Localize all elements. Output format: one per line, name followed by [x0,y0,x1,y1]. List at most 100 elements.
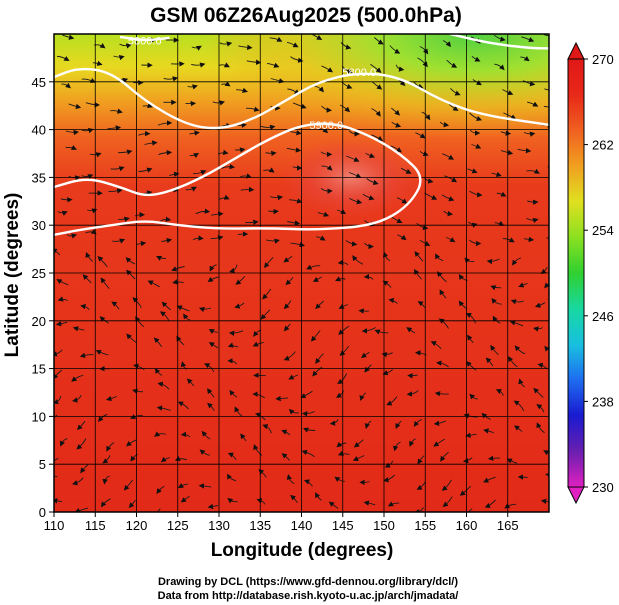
streamline-222 [97,256,108,268]
streamline-231 [337,259,349,266]
streamline-377 [503,112,517,120]
streamline-52 [352,455,365,461]
streamline-121 [71,374,84,382]
streamline-240 [66,233,78,239]
streamline-173 [374,329,389,335]
streamline-217 [490,285,502,291]
streamline-167 [228,330,244,336]
streamline-86 [207,402,215,411]
streamline-26 [198,483,212,489]
streamline-292 [362,193,375,201]
streamline-20 [54,475,58,477]
streamline-341 [81,128,94,134]
streamline-297 [496,191,507,197]
y-tick-label-20: 20 [32,314,46,329]
streamline-268 [268,208,279,215]
streamline-28 [258,469,267,478]
streamline-267 [245,219,259,225]
streamline-115 [434,391,449,397]
streamline-10 [315,492,322,501]
streamline-234 [414,251,424,262]
streamline-373 [391,107,401,116]
streamline-84 [156,405,171,411]
streamline-371 [339,104,351,113]
streamline-324 [158,149,173,156]
streamline-150 [315,353,324,365]
streamline-59 [543,450,549,456]
streamline-60 [59,438,68,447]
x-tick-label-155: 155 [414,518,436,533]
streamline-223 [125,257,136,265]
streamline-321 [89,152,102,158]
streamline-215 [436,271,447,283]
streamline-136 [466,361,477,371]
contour-label-2: 5800.0 [128,36,162,48]
streamline-362 [110,108,123,114]
streamline-312 [366,178,379,185]
streamline-340 [65,129,79,136]
streamline-238 [511,257,522,266]
streamline-196 [458,300,467,310]
streamline-92 [364,420,372,429]
colorbar-ticks: 230 238 246 254 262 270 [584,52,614,495]
streamline-80 [54,414,58,419]
streamline-71 [336,441,347,448]
plot-area: 5800.0 5900.0 5800.0 [54,34,549,512]
streamline-23 [123,479,134,491]
streamline-258 [523,236,535,243]
streamline-57 [487,455,501,461]
streamline-425 [191,45,202,51]
streamline-342 [107,125,122,131]
streamline-330 [320,151,333,158]
streamline-277 [494,220,505,226]
streamline-174 [406,327,416,334]
streamline-203 [126,269,136,280]
streamline-328 [265,150,277,157]
y-tick-label-25: 25 [32,266,46,281]
streamline-420 [62,34,75,40]
streamline-44 [160,456,170,463]
streamline-198 [510,299,524,305]
streamline-8 [256,498,266,505]
colorbar-tick-label-270: 270 [592,52,614,67]
streamline-141 [79,352,94,358]
streamline-226 [209,264,217,272]
streamline-280 [60,197,73,203]
streamline-275 [443,210,454,217]
streamline-118 [518,378,526,388]
streamline-345 [189,130,200,136]
streamline-349 [290,130,302,136]
streamline-410 [321,65,334,73]
streamline-253 [397,234,407,241]
streamline-401 [92,60,103,66]
streamline-37 [483,476,496,483]
streamline-104 [157,381,170,390]
streamline-145 [176,335,185,346]
streamline-225 [171,266,185,272]
streamline-50 [301,449,315,458]
streamline-317 [491,171,502,177]
credit-line-1: Drawing by DCL (https://www.gfd-dennou.o… [158,576,458,588]
streamline-387 [236,87,248,93]
contour-line-0 [54,67,549,130]
streamline-255 [446,237,456,243]
streamline-370 [321,105,332,113]
x-tick-label-165: 165 [497,518,519,533]
streamline-413 [395,64,405,72]
streamline-170 [310,330,321,342]
streamline-212 [363,273,374,280]
streamline-77 [483,428,494,434]
streamline-14 [414,507,424,512]
streamline-113 [386,396,398,406]
colorbar-tick-label-254: 254 [592,223,614,238]
streamline-33 [383,474,396,483]
streamline-72 [353,439,364,448]
streamline-95 [433,420,447,426]
streamline-81 [77,420,86,431]
streamline-224 [156,255,167,261]
streamline-266 [211,211,224,217]
streamline-161 [72,326,85,332]
streamline-134 [407,373,418,379]
streamline-375 [448,103,459,111]
